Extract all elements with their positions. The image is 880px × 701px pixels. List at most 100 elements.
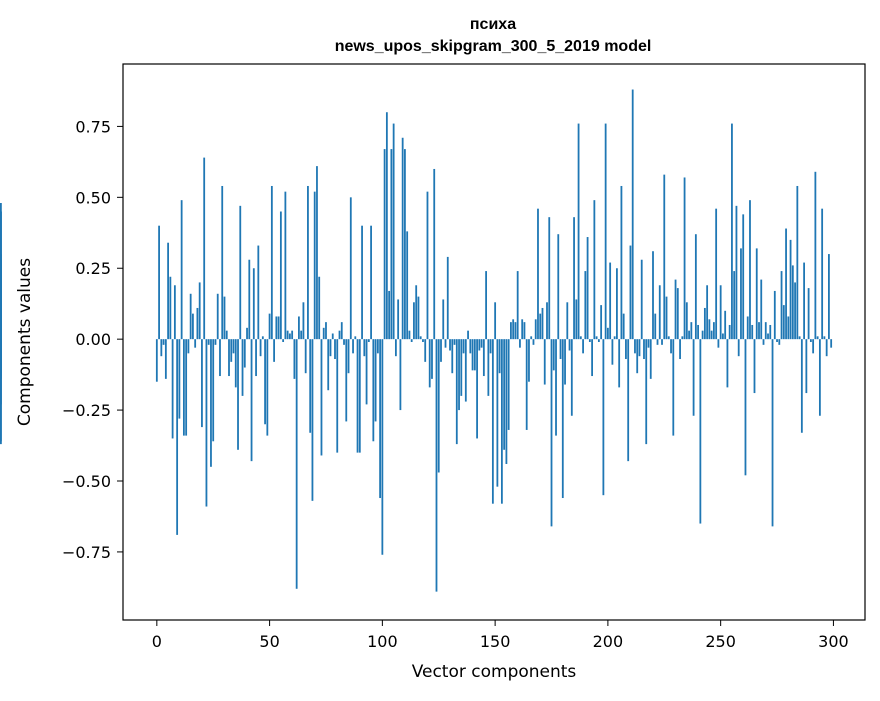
bar: [205, 339, 208, 507]
bar: [471, 339, 474, 371]
y-tick-label: −0.75: [62, 543, 111, 562]
bar: [805, 339, 808, 394]
bar: [298, 316, 300, 340]
bar: [196, 307, 199, 340]
bar: [591, 339, 593, 377]
bar: [803, 262, 805, 340]
bar: [818, 339, 821, 416]
bar: [394, 339, 397, 357]
bar: [239, 205, 242, 340]
bar: [390, 149, 393, 340]
bar: [523, 322, 526, 340]
bar: [528, 339, 530, 382]
bar: [731, 123, 733, 340]
bar: [541, 307, 544, 340]
bar: [329, 339, 332, 357]
bar: [764, 322, 767, 340]
bar: [293, 339, 296, 379]
y-axis-label: Components values: [15, 258, 35, 426]
bar: [487, 339, 490, 396]
bar: [600, 305, 603, 340]
bar: [631, 89, 634, 340]
bar: [374, 339, 377, 422]
bar: [570, 339, 573, 416]
bar: [282, 339, 285, 342]
bar: [645, 339, 648, 445]
bar: [712, 322, 715, 340]
bar: [444, 339, 447, 348]
bar: [629, 245, 632, 340]
bar: [534, 319, 537, 340]
bar: [453, 339, 456, 345]
bar: [667, 336, 670, 340]
bar: [679, 339, 681, 360]
bar: [383, 149, 386, 340]
bar: [273, 339, 275, 362]
bar: [460, 339, 463, 396]
bar: [313, 191, 316, 340]
bar: [212, 339, 215, 442]
bar: [0, 339, 2, 379]
bar: [575, 299, 578, 340]
bar: [584, 271, 587, 340]
bar: [710, 330, 713, 340]
bar: [363, 339, 366, 357]
bar: [593, 200, 596, 340]
bar: [435, 339, 438, 592]
x-axis-ticks: 0 50 100 150 200 250 300: [152, 620, 849, 651]
bar: [302, 302, 305, 340]
bar: [577, 123, 580, 340]
bar: [726, 339, 729, 388]
bar: [573, 217, 575, 340]
bar: [634, 339, 636, 354]
bar: [505, 339, 508, 464]
bar: [525, 339, 528, 430]
bar: [672, 339, 675, 436]
bar: [798, 336, 801, 340]
bar: [519, 339, 521, 348]
bar: [552, 339, 555, 371]
bar: [219, 339, 221, 377]
x-tick-label: 250: [705, 632, 736, 651]
bar: [753, 339, 756, 394]
bar: [744, 339, 747, 476]
bar: [401, 137, 404, 340]
bar: [717, 339, 720, 348]
bar: [458, 339, 460, 411]
bar: [261, 336, 264, 340]
bar: [620, 185, 623, 340]
x-tick-label: 200: [593, 632, 624, 651]
bar: [338, 330, 341, 340]
bar: [685, 302, 688, 340]
bar: [320, 339, 323, 456]
bar: [198, 282, 201, 340]
bar: [663, 174, 666, 340]
bar: [410, 339, 413, 342]
bar: [724, 310, 727, 340]
bar: [169, 276, 172, 340]
bar: [516, 271, 519, 340]
bar: [207, 339, 210, 345]
bar: [370, 225, 372, 340]
bar: [692, 339, 695, 416]
x-tick-label: 150: [480, 632, 511, 651]
bar: [728, 324, 731, 340]
bar: [785, 228, 787, 340]
bar: [155, 339, 158, 382]
bar: [606, 327, 609, 340]
bar: [485, 271, 487, 340]
bar: [507, 339, 510, 430]
bar: [539, 313, 542, 340]
bar: [510, 322, 512, 340]
bar: [740, 248, 742, 340]
bar: [602, 339, 605, 496]
bar: [311, 339, 314, 501]
bar: [489, 339, 492, 354]
bar: [392, 123, 395, 340]
bar: [649, 339, 652, 379]
bar: [559, 339, 562, 360]
bar: [825, 339, 828, 357]
bar: [771, 339, 774, 527]
y-tick-label: 0.75: [75, 117, 111, 136]
bar: [564, 339, 566, 385]
